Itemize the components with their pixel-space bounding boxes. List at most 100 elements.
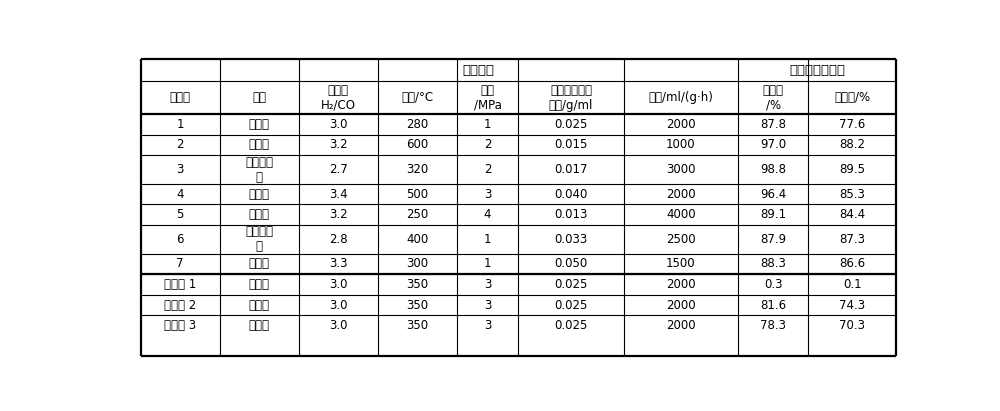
Text: 2: 2 — [484, 163, 491, 176]
Text: 转化率
/%: 转化率 /% — [763, 84, 784, 112]
Text: 70.3: 70.3 — [839, 319, 865, 332]
Text: 2000: 2000 — [666, 319, 696, 332]
Text: 74.3: 74.3 — [839, 298, 865, 312]
Text: 78.3: 78.3 — [760, 319, 786, 332]
Text: 溶剂: 溶剂 — [252, 91, 266, 104]
Text: 3: 3 — [484, 298, 491, 312]
Text: 2000: 2000 — [666, 188, 696, 201]
Text: 5: 5 — [176, 208, 184, 221]
Text: 实施例: 实施例 — [170, 91, 191, 104]
Text: 87.8: 87.8 — [760, 118, 786, 131]
Text: 3000: 3000 — [666, 163, 696, 176]
Text: 89.1: 89.1 — [760, 208, 786, 221]
Text: 2500: 2500 — [666, 233, 696, 246]
Text: 3.0: 3.0 — [329, 298, 347, 312]
Text: 0.1: 0.1 — [843, 278, 862, 291]
Text: 89.5: 89.5 — [839, 163, 865, 176]
Text: 3.2: 3.2 — [329, 208, 348, 221]
Text: 0.015: 0.015 — [554, 139, 588, 152]
Text: 3.0: 3.0 — [329, 278, 347, 291]
Text: 600: 600 — [406, 139, 428, 152]
Text: 97.0: 97.0 — [760, 139, 786, 152]
Text: 1: 1 — [484, 233, 491, 246]
Text: 1: 1 — [484, 118, 491, 131]
Text: 0.033: 0.033 — [554, 233, 588, 246]
Text: 88.2: 88.2 — [839, 139, 865, 152]
Text: 3: 3 — [176, 163, 184, 176]
Text: 280: 280 — [406, 118, 428, 131]
Text: 98.8: 98.8 — [760, 163, 786, 176]
Text: 原料气
H₂/CO: 原料气 H₂/CO — [321, 84, 356, 112]
Text: 3: 3 — [484, 188, 491, 201]
Text: 氢化三联
苯: 氢化三联 苯 — [245, 156, 273, 184]
Text: 0.025: 0.025 — [554, 298, 588, 312]
Text: 2000: 2000 — [666, 118, 696, 131]
Text: 导热油: 导热油 — [249, 139, 270, 152]
Text: 反应条件: 反应条件 — [463, 64, 495, 76]
Text: 温度/°C: 温度/°C — [401, 91, 433, 104]
Text: 2: 2 — [176, 139, 184, 152]
Text: 1: 1 — [484, 257, 491, 270]
Text: 500: 500 — [406, 188, 428, 201]
Text: 77.6: 77.6 — [839, 118, 865, 131]
Text: 3.0: 3.0 — [329, 118, 347, 131]
Text: 4000: 4000 — [666, 208, 696, 221]
Text: 石蜡烃: 石蜡烃 — [249, 257, 270, 270]
Text: 对比例 2: 对比例 2 — [164, 298, 196, 312]
Text: 0.040: 0.040 — [554, 188, 588, 201]
Text: 压力
/MPa: 压力 /MPa — [474, 84, 501, 112]
Text: 300: 300 — [406, 257, 428, 270]
Text: 250: 250 — [406, 208, 428, 221]
Text: 81.6: 81.6 — [760, 298, 786, 312]
Text: 石蜡烃: 石蜡烃 — [249, 118, 270, 131]
Text: 0.025: 0.025 — [554, 319, 588, 332]
Text: 87.3: 87.3 — [839, 233, 865, 246]
Text: 石蜡烃: 石蜡烃 — [249, 298, 270, 312]
Text: 350: 350 — [406, 298, 428, 312]
Text: 导热油: 导热油 — [249, 208, 270, 221]
Text: 86.6: 86.6 — [839, 257, 865, 270]
Text: 3.4: 3.4 — [329, 188, 348, 201]
Text: 7: 7 — [176, 257, 184, 270]
Text: 选择性/%: 选择性/% — [834, 91, 870, 104]
Text: 87.9: 87.9 — [760, 233, 786, 246]
Text: 3.0: 3.0 — [329, 319, 347, 332]
Text: 2.7: 2.7 — [329, 163, 348, 176]
Text: 3: 3 — [484, 319, 491, 332]
Text: 350: 350 — [406, 278, 428, 291]
Text: 96.4: 96.4 — [760, 188, 786, 201]
Text: 氢化三联
苯: 氢化三联 苯 — [245, 225, 273, 253]
Text: 2: 2 — [484, 139, 491, 152]
Text: 石蜡烃: 石蜡烃 — [249, 319, 270, 332]
Text: 1500: 1500 — [666, 257, 696, 270]
Text: 对比例 1: 对比例 1 — [164, 278, 196, 291]
Text: 石蜡烃: 石蜡烃 — [249, 188, 270, 201]
Text: 2.8: 2.8 — [329, 233, 348, 246]
Text: 催化剂评价结果: 催化剂评价结果 — [789, 64, 845, 76]
Text: 85.3: 85.3 — [839, 188, 865, 201]
Text: 对比例 3: 对比例 3 — [164, 319, 196, 332]
Text: 浆态床催化剂
浓度/g/ml: 浆态床催化剂 浓度/g/ml — [549, 84, 593, 112]
Text: 0.013: 0.013 — [554, 208, 588, 221]
Text: 350: 350 — [406, 319, 428, 332]
Text: 4: 4 — [484, 208, 491, 221]
Text: 石蜡烃: 石蜡烃 — [249, 278, 270, 291]
Text: 0.017: 0.017 — [554, 163, 588, 176]
Text: 0.025: 0.025 — [554, 278, 588, 291]
Text: 0.3: 0.3 — [764, 278, 782, 291]
Text: 3.2: 3.2 — [329, 139, 348, 152]
Text: 84.4: 84.4 — [839, 208, 865, 221]
Text: 3: 3 — [484, 278, 491, 291]
Text: 400: 400 — [406, 233, 428, 246]
Text: 2000: 2000 — [666, 298, 696, 312]
Text: 320: 320 — [406, 163, 428, 176]
Text: 6: 6 — [176, 233, 184, 246]
Text: 1: 1 — [176, 118, 184, 131]
Text: 0.025: 0.025 — [554, 118, 588, 131]
Text: 88.3: 88.3 — [760, 257, 786, 270]
Text: 0.050: 0.050 — [554, 257, 588, 270]
Text: 3.3: 3.3 — [329, 257, 347, 270]
Text: 1000: 1000 — [666, 139, 696, 152]
Text: 4: 4 — [176, 188, 184, 201]
Text: 空速/ml/(g·h): 空速/ml/(g·h) — [648, 91, 713, 104]
